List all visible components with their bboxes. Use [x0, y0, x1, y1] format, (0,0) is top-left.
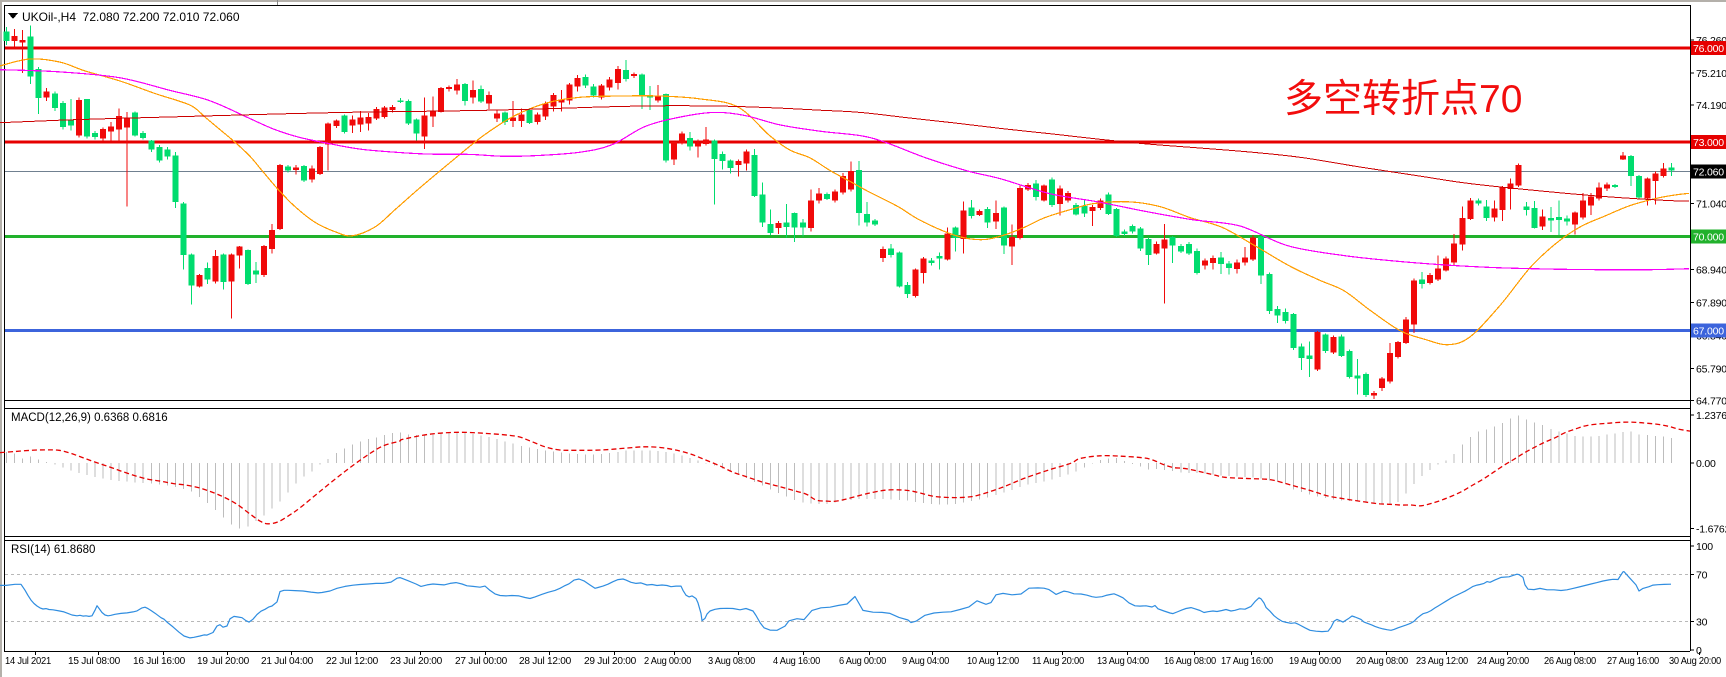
- svg-text:23 Jul 20:00: 23 Jul 20:00: [390, 656, 443, 667]
- svg-text:27 Jul 00:00: 27 Jul 00:00: [455, 656, 508, 667]
- svg-text:64.770: 64.770: [1696, 396, 1726, 408]
- svg-text:67.890: 67.890: [1696, 298, 1726, 310]
- svg-text:RSI(14) 61.8680: RSI(14) 61.8680: [11, 544, 95, 556]
- svg-text:多空转折点70: 多空转折点70: [1284, 78, 1522, 121]
- svg-text:19 Aug 00:00: 19 Aug 00:00: [1289, 656, 1342, 667]
- svg-text:27 Aug 16:00: 27 Aug 16:00: [1607, 656, 1660, 667]
- svg-text:4 Aug 16:00: 4 Aug 16:00: [773, 656, 821, 667]
- svg-text:14 Jul 2021: 14 Jul 2021: [5, 656, 52, 667]
- svg-text:30: 30: [1696, 616, 1708, 628]
- svg-text:26 Aug 08:00: 26 Aug 08:00: [1544, 656, 1597, 667]
- svg-text:16 Aug 08:00: 16 Aug 08:00: [1164, 656, 1217, 667]
- svg-text:11 Aug 20:00: 11 Aug 20:00: [1032, 656, 1085, 667]
- svg-text:72.060: 72.060: [1693, 167, 1724, 179]
- svg-text:22 Jul 12:00: 22 Jul 12:00: [326, 656, 379, 667]
- svg-text:20 Aug 08:00: 20 Aug 08:00: [1356, 656, 1409, 667]
- svg-text:28 Jul 12:00: 28 Jul 12:00: [519, 656, 572, 667]
- svg-text:23 Aug 12:00: 23 Aug 12:00: [1416, 656, 1469, 667]
- svg-text:30 Aug 20:00: 30 Aug 20:00: [1669, 656, 1722, 667]
- svg-text:13 Aug 04:00: 13 Aug 04:00: [1097, 656, 1150, 667]
- svg-text:24 Aug 20:00: 24 Aug 20:00: [1477, 656, 1530, 667]
- svg-text:3 Aug 08:00: 3 Aug 08:00: [708, 656, 756, 667]
- svg-text:100: 100: [1696, 541, 1713, 553]
- svg-text:9 Aug 04:00: 9 Aug 04:00: [902, 656, 950, 667]
- svg-text:MACD(12,26,9) 0.6368 0.6816: MACD(12,26,9) 0.6368 0.6816: [11, 412, 168, 424]
- svg-text:70.000: 70.000: [1693, 231, 1724, 243]
- svg-text:0: 0: [1696, 645, 1702, 657]
- svg-text:19 Jul 20:00: 19 Jul 20:00: [197, 656, 250, 667]
- svg-text:0.00: 0.00: [1696, 458, 1716, 470]
- svg-text:65.790: 65.790: [1696, 364, 1726, 376]
- svg-text:21 Jul 04:00: 21 Jul 04:00: [261, 656, 314, 667]
- svg-text:-1.6762: -1.6762: [1696, 524, 1726, 536]
- svg-text:71.040: 71.040: [1696, 199, 1726, 211]
- svg-text:29 Jul 20:00: 29 Jul 20:00: [584, 656, 637, 667]
- svg-text:73.000: 73.000: [1693, 137, 1724, 149]
- svg-text:74.190: 74.190: [1696, 100, 1726, 112]
- svg-text:70: 70: [1696, 570, 1708, 582]
- svg-text:16 Jul 16:00: 16 Jul 16:00: [133, 656, 186, 667]
- svg-text:UKOil-,H4 72.080 72.200 72.01: UKOil-,H4 72.080 72.200 72.010 72.060: [22, 10, 240, 24]
- svg-text:17 Aug 16:00: 17 Aug 16:00: [1221, 656, 1274, 667]
- svg-text:76.000: 76.000: [1693, 43, 1724, 55]
- svg-text:1.2376: 1.2376: [1696, 410, 1726, 422]
- svg-text:15 Jul 08:00: 15 Jul 08:00: [68, 656, 121, 667]
- svg-text:68.940: 68.940: [1696, 265, 1726, 277]
- svg-text:2 Aug 00:00: 2 Aug 00:00: [644, 656, 692, 667]
- svg-text:75.210: 75.210: [1696, 68, 1726, 80]
- svg-text:67.000: 67.000: [1693, 326, 1724, 338]
- svg-text:10 Aug 12:00: 10 Aug 12:00: [967, 656, 1020, 667]
- svg-text:6 Aug 00:00: 6 Aug 00:00: [839, 656, 887, 667]
